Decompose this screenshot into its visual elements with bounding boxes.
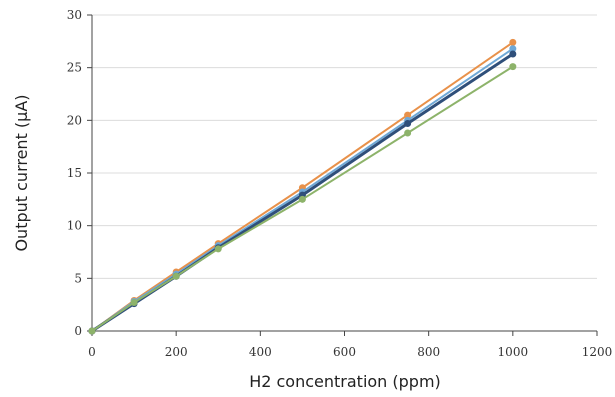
x-tick-label: 200	[165, 345, 188, 359]
data-point	[509, 50, 517, 58]
x-tick-labels: 0 200 400 600 800 1000 1200	[88, 345, 612, 359]
y-tick-label: 25	[67, 61, 82, 75]
data-point	[88, 327, 96, 335]
x-tick-label: 0	[88, 345, 96, 359]
data-point	[214, 245, 222, 253]
x-tick-label: 1200	[582, 345, 613, 359]
y-tick-label: 15	[67, 166, 82, 180]
y-tick-label: 30	[67, 8, 82, 22]
y-tick-label: 0	[74, 324, 82, 338]
data-point	[172, 272, 180, 280]
data-point	[404, 119, 412, 127]
y-tick-labels: 0 5 10 15 20 25 30	[67, 8, 82, 338]
data-point	[509, 63, 517, 71]
y-tick-label: 5	[74, 271, 82, 285]
x-axis-title: H2 concentration (ppm)	[249, 372, 441, 391]
y-tick-label: 20	[67, 113, 82, 127]
data-point	[130, 299, 138, 307]
y-axis-title: Output current (μA)	[12, 94, 31, 251]
grid-lines	[92, 14, 597, 279]
series-4	[88, 63, 517, 335]
data-point	[404, 111, 412, 119]
axes	[87, 14, 598, 336]
data-point	[509, 45, 517, 53]
data-point	[509, 38, 517, 46]
data-point	[404, 129, 412, 137]
x-tick-label: 600	[333, 345, 356, 359]
x-tick-label: 1000	[498, 345, 529, 359]
x-tick-label: 800	[417, 345, 440, 359]
x-tick-label: 400	[249, 345, 272, 359]
y-tick-label: 10	[67, 219, 82, 233]
series-group	[88, 38, 517, 335]
data-point	[298, 195, 306, 203]
